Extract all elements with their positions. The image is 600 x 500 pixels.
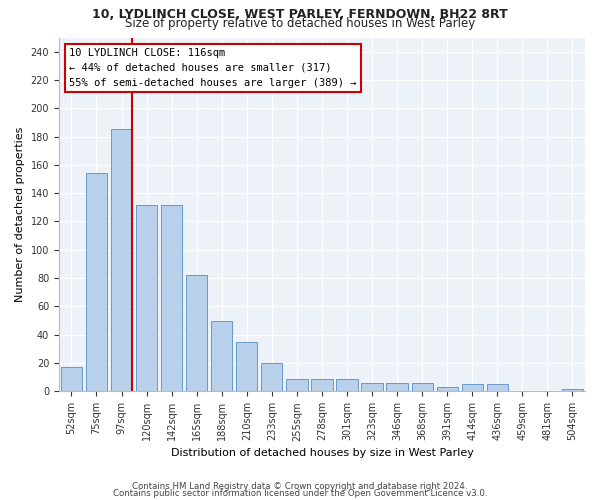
Bar	[311, 378, 332, 392]
Bar	[461, 384, 483, 392]
Bar	[186, 276, 208, 392]
Bar	[562, 388, 583, 392]
Text: Contains HM Land Registry data © Crown copyright and database right 2024.: Contains HM Land Registry data © Crown c…	[132, 482, 468, 491]
Y-axis label: Number of detached properties: Number of detached properties	[15, 126, 25, 302]
Bar	[386, 383, 408, 392]
Bar	[211, 320, 232, 392]
Bar	[236, 342, 257, 392]
Bar	[337, 378, 358, 392]
Bar	[161, 204, 182, 392]
Bar	[86, 174, 107, 392]
Bar	[61, 368, 82, 392]
Bar	[136, 204, 157, 392]
Bar	[437, 387, 458, 392]
Bar	[412, 383, 433, 392]
Bar	[286, 378, 308, 392]
Text: 10, LYDLINCH CLOSE, WEST PARLEY, FERNDOWN, BH22 8RT: 10, LYDLINCH CLOSE, WEST PARLEY, FERNDOW…	[92, 8, 508, 20]
Text: Size of property relative to detached houses in West Parley: Size of property relative to detached ho…	[125, 16, 475, 30]
Bar	[487, 384, 508, 392]
Bar	[361, 383, 383, 392]
Bar	[111, 130, 132, 392]
Text: Contains public sector information licensed under the Open Government Licence v3: Contains public sector information licen…	[113, 490, 487, 498]
X-axis label: Distribution of detached houses by size in West Parley: Distribution of detached houses by size …	[170, 448, 473, 458]
Bar	[261, 363, 283, 392]
Text: 10 LYDLINCH CLOSE: 116sqm
← 44% of detached houses are smaller (317)
55% of semi: 10 LYDLINCH CLOSE: 116sqm ← 44% of detac…	[70, 48, 357, 88]
